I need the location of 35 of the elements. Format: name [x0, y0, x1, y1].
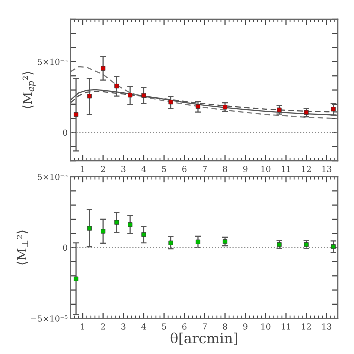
x-tick-label: 11	[282, 166, 290, 172]
x-tick-label: 10	[262, 324, 271, 330]
x-tick-label: 5	[162, 166, 166, 172]
y-tick-label: 0	[63, 130, 68, 136]
x-tick-label: 3	[122, 324, 126, 330]
x-tick-label: 9	[243, 166, 248, 172]
x-tick-label: 7	[202, 166, 207, 172]
x-tick-label: 12	[302, 324, 312, 330]
x-tick-label: 3	[122, 166, 126, 172]
x-tick-label: 10	[262, 166, 271, 172]
x-tick-label: 2	[101, 166, 106, 172]
y-axis-title: ⟨M$_{⊥}$²⟩	[16, 230, 28, 265]
y-tick-label: 5×10⁻⁵	[38, 58, 68, 66]
line-series	[70, 66, 338, 120]
x-axis-title: θ[arcmin]	[170, 332, 238, 346]
y-tick-label: −5×10⁻⁵	[31, 316, 68, 322]
x-tick-label: 7	[202, 324, 207, 330]
x-tick-label: 11	[282, 324, 290, 330]
x-tick-label: 6	[182, 166, 187, 172]
x-tick-label: 4	[142, 166, 146, 172]
x-tick-label: 8	[223, 166, 228, 172]
x-tick-label: 5	[162, 324, 166, 330]
x-tick-label: 2	[101, 324, 106, 330]
x-tick-label: 1	[81, 324, 84, 330]
x-tick-label: 13	[322, 324, 332, 330]
x-tick-label: 8	[223, 324, 228, 330]
x-tick-label: 6	[182, 324, 187, 330]
y-tick-label: 5×10⁻⁵	[38, 174, 68, 180]
x-tick-label: 12	[302, 166, 312, 172]
y-tick-label: 0	[63, 244, 68, 252]
x-tick-label: 4	[142, 324, 146, 330]
x-tick-label: 1	[81, 166, 84, 172]
x-tick-label: 9	[243, 324, 248, 330]
y-axis-title: ⟨M$_{ap}$²⟩	[22, 72, 36, 109]
x-tick-label: 13	[322, 166, 332, 172]
